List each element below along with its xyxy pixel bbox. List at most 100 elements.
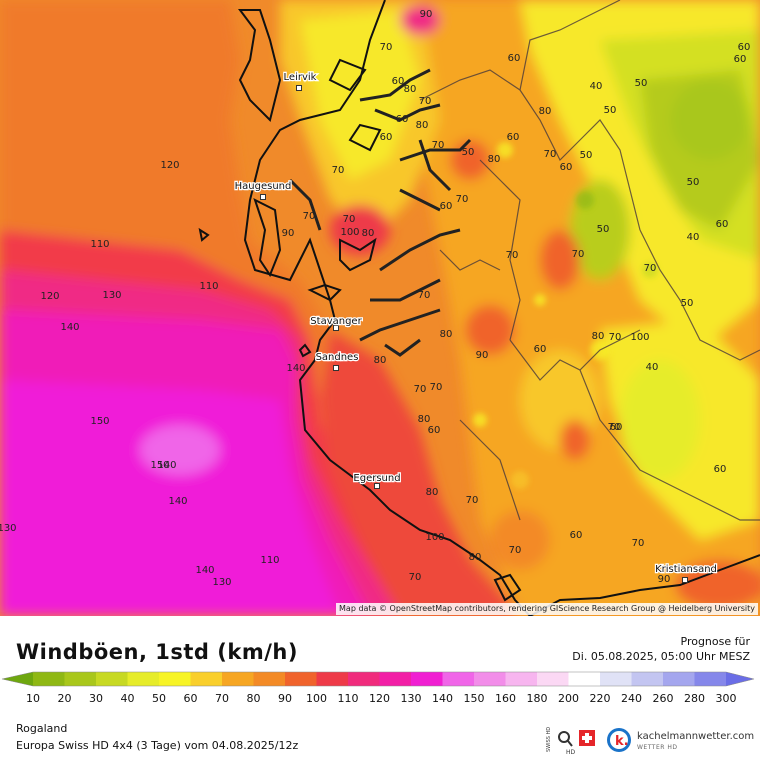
contour-label: 80 [418, 414, 431, 425]
contour-label: 70 [332, 165, 345, 176]
contour-label: 140 [60, 322, 79, 333]
contour-label: 60 [380, 132, 393, 143]
contour-label: 110 [199, 281, 218, 292]
contour-label: 70 [608, 422, 621, 433]
legend-swatch [568, 672, 601, 686]
contour-label: 70 [609, 332, 622, 343]
legend-tick-label: 260 [653, 692, 674, 705]
contour-label: 120 [160, 160, 179, 171]
legend-arrow-left-icon [2, 672, 33, 686]
legend-tick-label: 220 [590, 692, 611, 705]
color-legend: 10 20 30 40 50 60 70 80 90 100 110 120 130 140 150 160 1… [1, 671, 755, 705]
city-label: Sandnes [316, 352, 359, 363]
contour-label: 130 [0, 523, 17, 534]
contour-label: 110 [90, 239, 109, 250]
contour-label: 50 [681, 298, 694, 309]
legend-tick-label: 50 [152, 692, 166, 705]
contour-label: 150 [150, 460, 169, 471]
legend-swatch [537, 672, 569, 686]
contour-label: 80 [440, 329, 453, 340]
contour-label: 60 [507, 132, 520, 143]
city-marker-icon [333, 325, 339, 331]
contour-label: 70 [419, 96, 432, 107]
contour-label: 70 [430, 382, 443, 393]
contour-label: 80 [416, 120, 429, 131]
contour-label: 60 [570, 530, 583, 541]
footer [0, 616, 760, 760]
contour-label: 50 [580, 150, 593, 161]
kachelmann-logo-icon: k. [607, 728, 631, 752]
contour-label: 50 [604, 105, 617, 116]
admin-borders [419, 0, 760, 521]
contour-label: 70 [456, 194, 469, 205]
brand-name: kachelmannwetter.com [637, 731, 755, 742]
legend-arrow-right-icon [726, 672, 754, 686]
legend-tick-label: 280 [684, 692, 705, 705]
legend-tick-label: 90 [278, 692, 292, 705]
contour-label: 100 [340, 227, 359, 238]
legend-swatch [127, 672, 160, 686]
contour-label: 60 [392, 76, 405, 87]
city-leirvik[interactable]: Leirvik [282, 71, 318, 91]
contour-label: 70 [414, 384, 427, 395]
forecast-label: Prognose für [680, 635, 751, 648]
legend-swatch [505, 672, 538, 686]
legend-tick-label: 130 [401, 692, 422, 705]
contour-label: 70 [644, 263, 657, 274]
contour-label: 70 [544, 149, 557, 160]
contour-label: 60 [610, 422, 623, 433]
legend-swatch [33, 672, 65, 686]
legend-swatch [631, 672, 664, 686]
contour-label: 70 [418, 290, 431, 301]
legend-tick-label: 110 [338, 692, 359, 705]
city-label: Haugesund [235, 181, 292, 192]
legend-tick-label: 100 [306, 692, 327, 705]
legend-swatch [222, 672, 254, 686]
legend-swatch [159, 672, 191, 686]
contour-label: 80 [362, 228, 375, 239]
contour-label: 70 [303, 211, 316, 222]
weather-map[interactable]: 70 60 80 70 60 80 70 70 70 70 50 80 60 70 80 60 90 100 110… [0, 0, 760, 616]
contour-label: 50 [462, 147, 475, 158]
legend-swatch [316, 672, 349, 686]
legend-swatch [285, 672, 317, 686]
city-haugesund[interactable]: Haugesund [233, 180, 293, 200]
legend-swatch [348, 672, 380, 686]
legend-swatch [474, 672, 506, 686]
contour-label: 50 [635, 78, 648, 89]
contour-label: 60 [508, 53, 521, 64]
swiss-flag-icon [579, 730, 595, 746]
legend-swatch [600, 672, 632, 686]
swiss-hd-text: SWISS HD [546, 727, 552, 752]
city-stavanger[interactable]: Stavanger [309, 315, 364, 331]
city-egersund[interactable]: Egersund [352, 472, 402, 489]
contour-label: 70 [343, 214, 356, 225]
city-label: Kristiansand [655, 564, 717, 575]
city-marker-icon [260, 194, 266, 200]
map-attribution: Map data © OpenStreetMap contributors, r… [336, 603, 758, 615]
contour-label: 40 [646, 362, 659, 373]
contour-label: 70 [506, 250, 519, 261]
city-kristiansand[interactable]: Kristiansand [654, 563, 718, 583]
city-marker-icon [374, 483, 380, 489]
contour-label: 140 [168, 496, 187, 507]
fjords [288, 68, 472, 357]
contour-label: 70 [380, 42, 393, 53]
contour-label: 70 [466, 495, 479, 506]
contour-label: 70 [409, 572, 422, 583]
contour-label: 80 [488, 154, 501, 165]
legend-tick-label: 70 [215, 692, 229, 705]
brand-text[interactable]: kachelmannwetter.com WETTER HD [637, 731, 754, 753]
map-title: Windböen, 1std (km/h) [16, 640, 298, 664]
city-label: Stavanger [310, 316, 362, 327]
contour-label: 130 [212, 577, 231, 588]
legend-tick-label: 180 [527, 692, 548, 705]
contour-label: 110 [260, 555, 279, 566]
city-marker-icon [296, 85, 302, 91]
search-icon [558, 731, 573, 747]
svg-text:k.: k. [615, 734, 629, 749]
logo-area: SWISS HD HD k. [544, 726, 756, 756]
city-sandnes[interactable]: Sandnes [314, 351, 360, 371]
city-marker-icon [682, 577, 688, 583]
legend-swatch [190, 672, 223, 686]
